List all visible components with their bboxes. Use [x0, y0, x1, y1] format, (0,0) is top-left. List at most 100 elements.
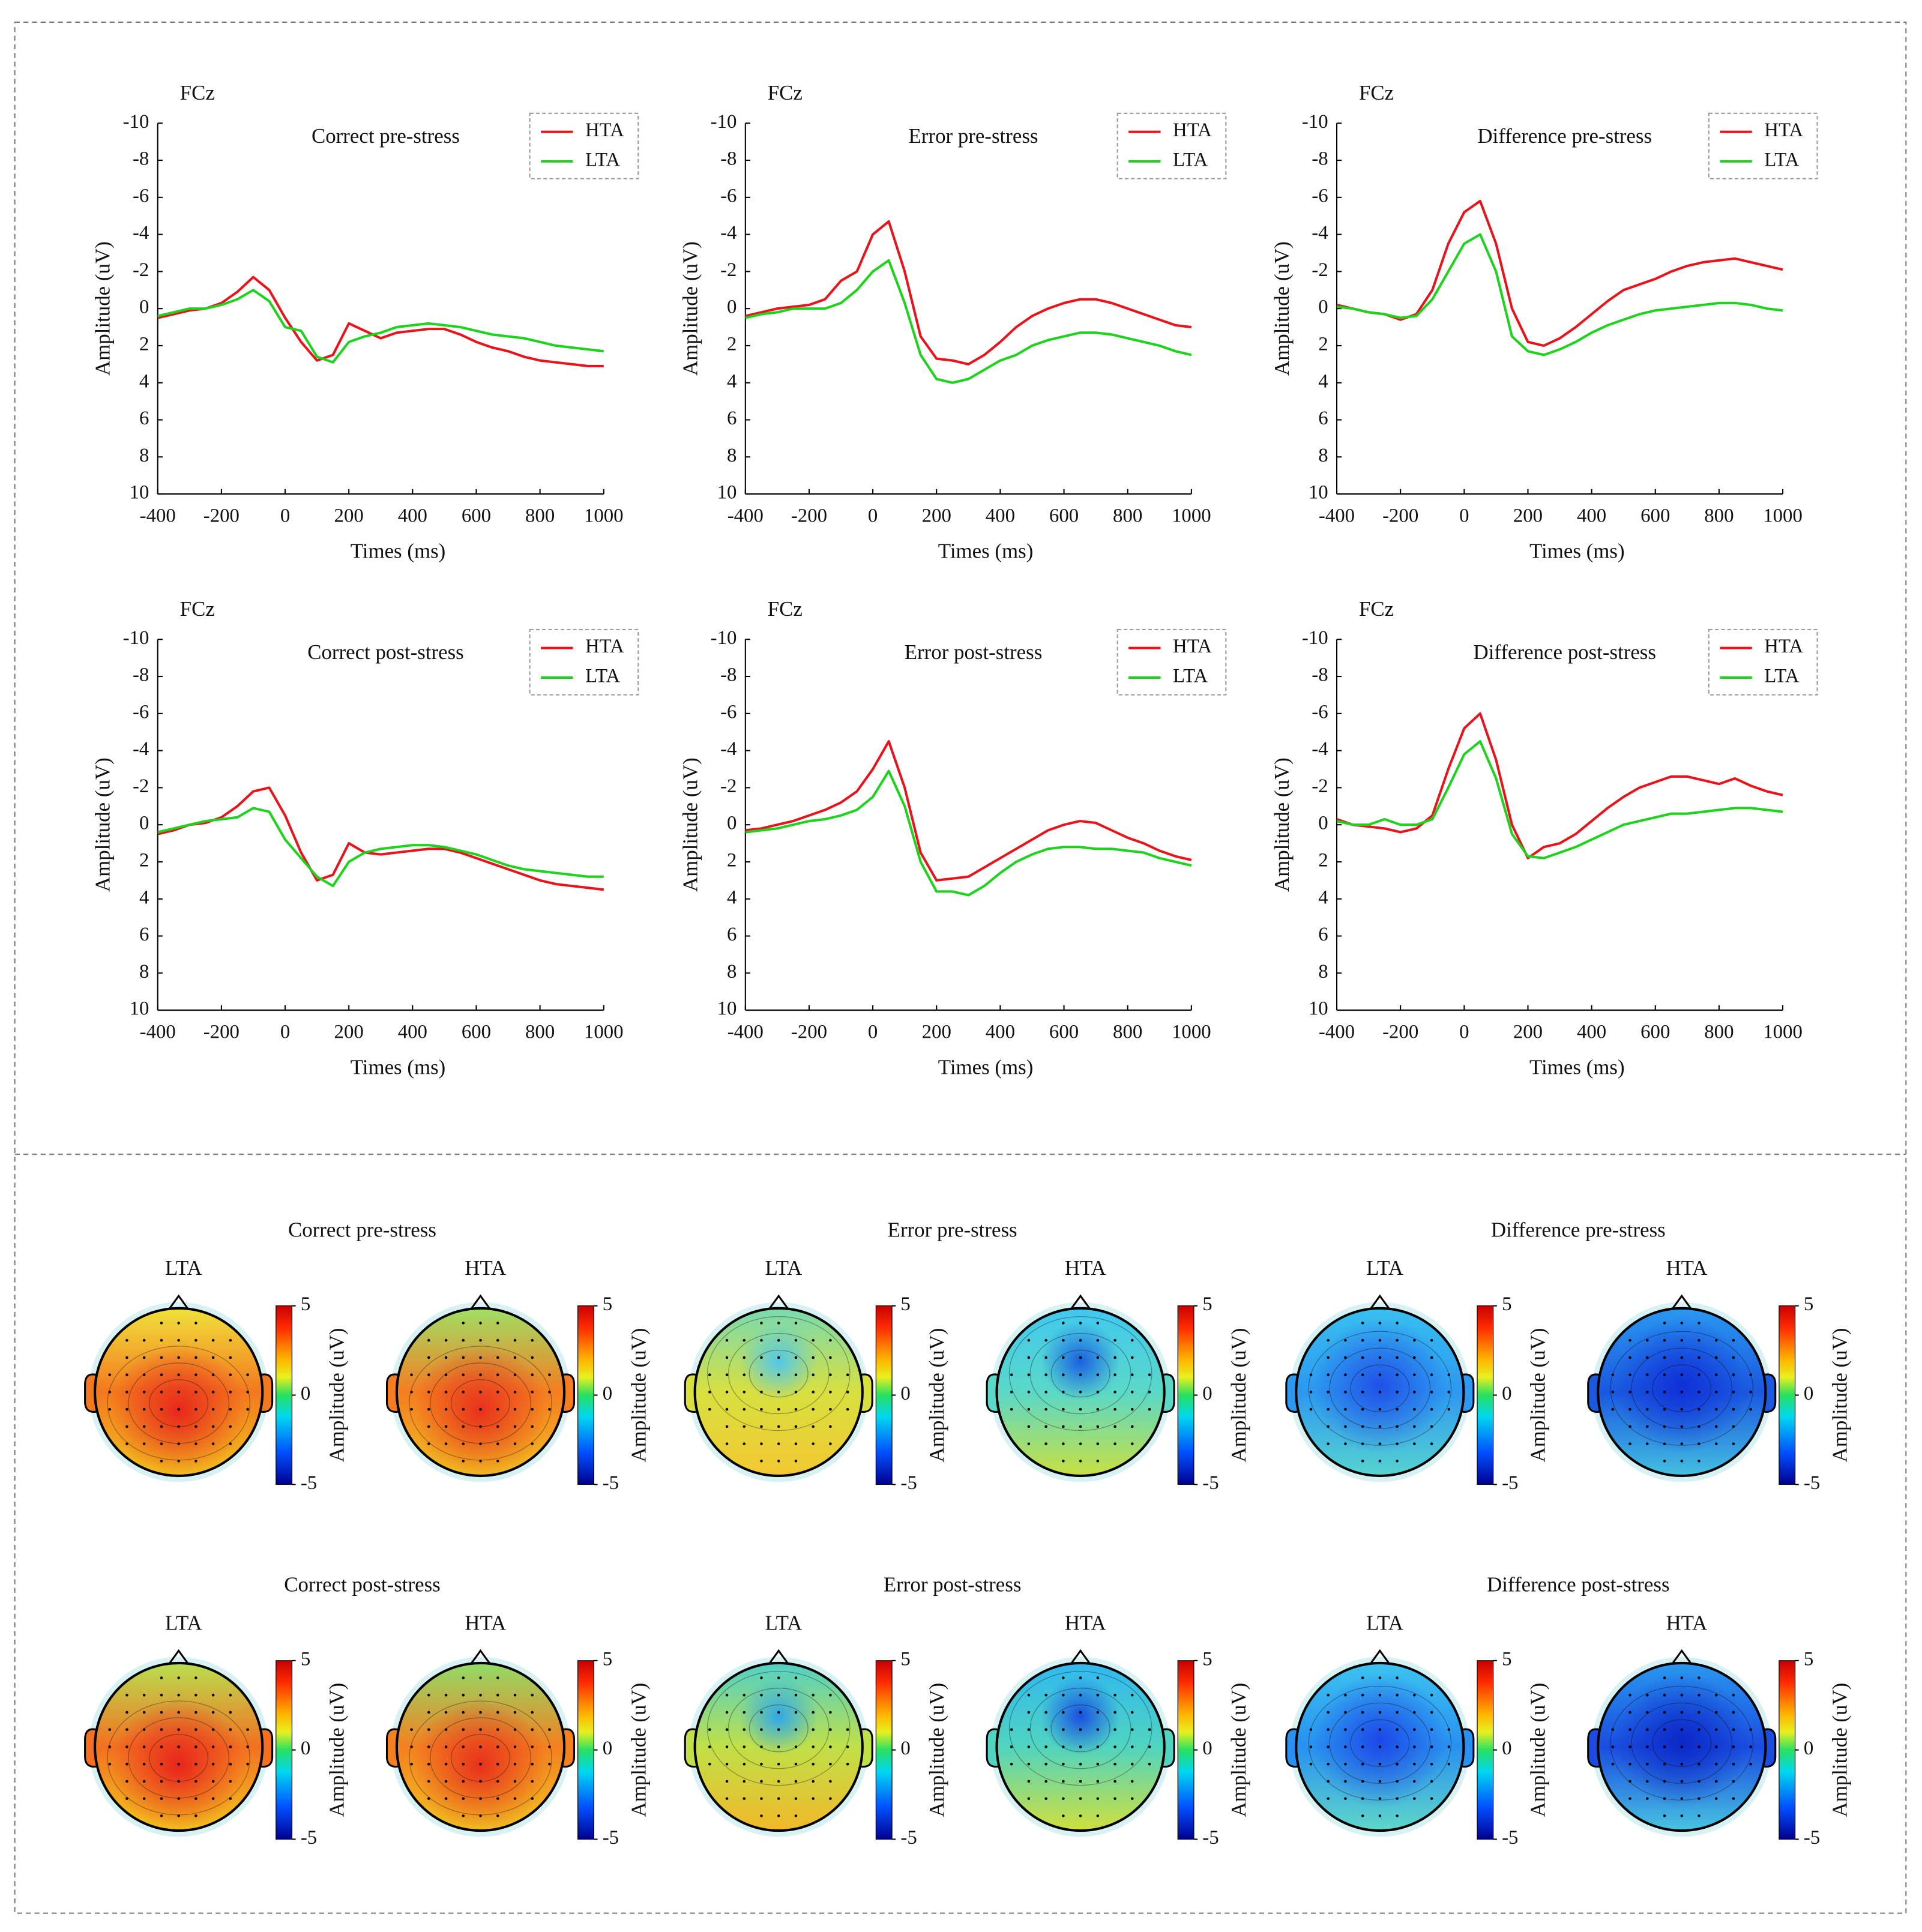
electrode [1628, 1442, 1631, 1445]
electrode [760, 1425, 763, 1428]
electrode [1309, 1373, 1313, 1376]
electrode [496, 1338, 499, 1342]
ear [1587, 1728, 1600, 1768]
electrode [177, 1728, 180, 1732]
electrode [1698, 1407, 1701, 1411]
electrode [1430, 1425, 1433, 1428]
electrode [194, 1322, 197, 1325]
electrode [194, 1425, 197, 1428]
electrode [1044, 1407, 1047, 1411]
electrode [1732, 1373, 1735, 1376]
electrode [496, 1373, 499, 1376]
x-axis-label: Times (ms) [351, 540, 446, 563]
electrode [1027, 1442, 1031, 1445]
x-tick-label: 400 [1577, 505, 1606, 527]
contour [728, 1332, 830, 1415]
electrode [760, 1797, 763, 1800]
legend-box [529, 112, 639, 179]
electrode [444, 1373, 448, 1376]
electrode [777, 1762, 780, 1766]
electrode [1378, 1762, 1382, 1766]
electrode [194, 1407, 197, 1411]
colorbar-tick-label: 0 [1502, 1383, 1511, 1404]
ear [84, 1373, 97, 1413]
electrode [1148, 1373, 1151, 1376]
electrode [1361, 1797, 1364, 1800]
electrode [812, 1745, 815, 1748]
head-outline [94, 1661, 264, 1832]
electrode [108, 1373, 111, 1376]
electrode [1680, 1373, 1683, 1376]
electrode [1680, 1728, 1683, 1732]
electrode [462, 1322, 465, 1325]
x-tick-label: 400 [986, 1022, 1015, 1043]
electrode [177, 1373, 180, 1376]
head-outline [1597, 1307, 1767, 1477]
electrode [1430, 1373, 1433, 1376]
contour [749, 1349, 809, 1398]
electrode [1361, 1356, 1364, 1359]
electrode [462, 1762, 465, 1766]
electrode [229, 1780, 232, 1783]
y-tick-label: 6 [139, 408, 149, 429]
electrode [1044, 1745, 1047, 1748]
electrode [1714, 1356, 1718, 1359]
electrode [1732, 1711, 1735, 1714]
electrode [794, 1425, 798, 1428]
colorbar-tick-label: -5 [1202, 1827, 1219, 1849]
electrode [479, 1711, 482, 1714]
electrode [1663, 1797, 1666, 1800]
electrode [708, 1745, 711, 1748]
colorbar-tick-label: 5 [1202, 1648, 1212, 1670]
y-tick-label: -4 [1312, 222, 1328, 244]
series-line [157, 275, 604, 367]
colorbar-label: Amplitude (uV) [627, 1328, 650, 1463]
electrode [1714, 1425, 1718, 1428]
electrode [1680, 1745, 1683, 1748]
electrode [1749, 1762, 1752, 1766]
electrode [1378, 1814, 1382, 1817]
electrode [479, 1442, 482, 1445]
electrode [427, 1356, 430, 1359]
electrode [812, 1762, 815, 1766]
electrode [496, 1762, 499, 1766]
y-tick-label: 2 [139, 333, 149, 355]
electrode [1714, 1442, 1718, 1445]
electrode [1714, 1762, 1718, 1766]
electrode [794, 1711, 798, 1714]
x-tick-label: 600 [462, 505, 491, 527]
electrode [743, 1711, 746, 1714]
electrode [777, 1442, 780, 1445]
electrode [1714, 1797, 1718, 1800]
head-outline [1295, 1307, 1465, 1477]
electrode [462, 1676, 465, 1679]
electrode [1096, 1425, 1100, 1428]
electrode [108, 1762, 111, 1766]
electrode [1131, 1442, 1134, 1445]
electrode [829, 1694, 832, 1697]
y-tick-label: 2 [727, 849, 737, 871]
electrode [1096, 1356, 1100, 1359]
electrode [794, 1356, 798, 1359]
electrode [1628, 1694, 1631, 1697]
electrode [1027, 1711, 1031, 1714]
electrode [1327, 1745, 1330, 1748]
electrode [125, 1391, 128, 1394]
channel-label: FCz [1359, 597, 1394, 621]
electrode [1447, 1407, 1451, 1411]
electrode [1010, 1745, 1013, 1748]
x-tick-label: -200 [791, 505, 827, 527]
scalp-core [1041, 1322, 1120, 1401]
map-label: LTA [1366, 1611, 1403, 1634]
y-tick-label: 10 [1309, 482, 1328, 504]
electrode [760, 1728, 763, 1732]
electrode [1062, 1356, 1065, 1359]
electrode [1327, 1391, 1330, 1394]
electrode [1113, 1694, 1116, 1697]
electrode [743, 1356, 746, 1359]
electrode [1714, 1711, 1718, 1714]
electrode [1396, 1814, 1399, 1817]
x-tick-label: 0 [1459, 1022, 1469, 1043]
electrode [427, 1745, 430, 1748]
electrode [1396, 1322, 1399, 1325]
